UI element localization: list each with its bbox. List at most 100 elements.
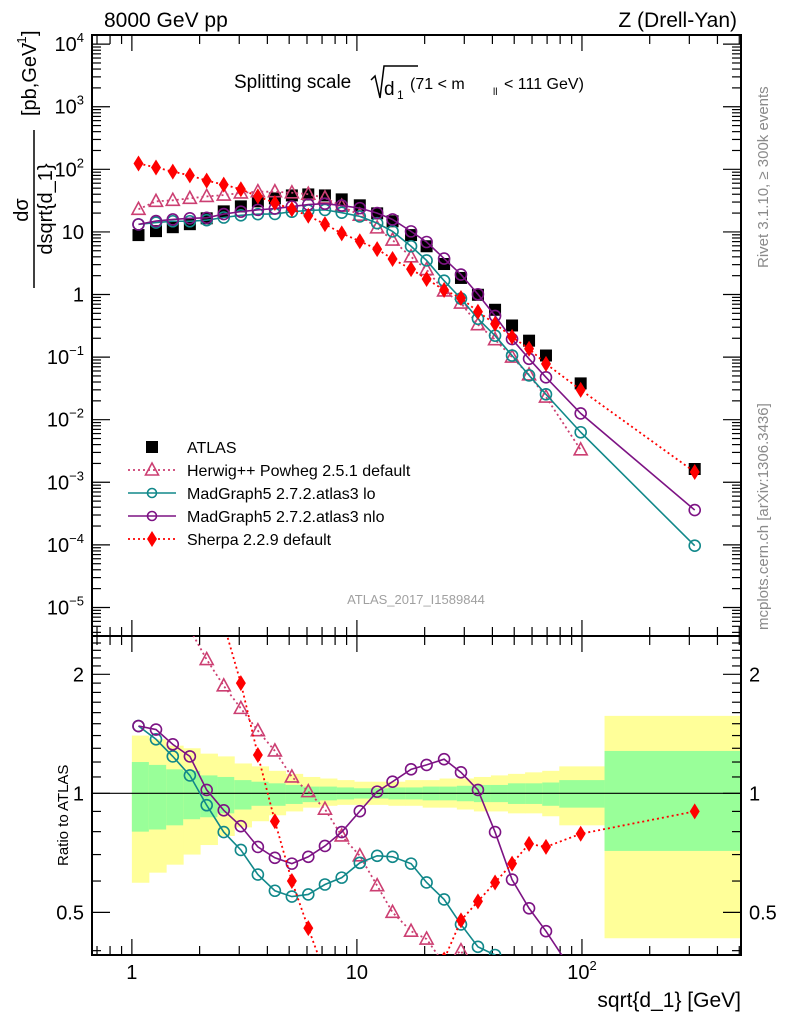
ratio-y-axis-label: Ratio to ATLAS: [55, 765, 72, 866]
ratio-y-tick-label-right: 0.5: [749, 902, 777, 924]
legend-label: Herwig++ Powheg 2.5.1 default: [187, 463, 411, 480]
marker-mg_nlo: [420, 235, 433, 249]
marker-mg_lo: [370, 216, 384, 230]
marker-mg_nlo: [335, 199, 349, 212]
x-tick-label: 10: [346, 962, 368, 984]
ratio-marker-sherpa: [202, 547, 212, 563]
ratio-marker-herwig: [300, 782, 317, 798]
plot-frames: [91, 34, 742, 956]
marker-herwig: [521, 366, 537, 381]
marker-sherpa: [252, 188, 263, 205]
x-tick-label: 102: [567, 958, 596, 984]
y-tick-label: 10−2: [47, 406, 84, 432]
band-stat-bin: [604, 750, 741, 851]
marker-mg_lo: [420, 254, 433, 267]
ratio-marker-mg_lo: [335, 871, 349, 884]
ratio-marker-mg_nlo: [149, 723, 163, 736]
marker-mg_nlo: [471, 287, 485, 301]
ratio-marker-mg_lo: [353, 856, 367, 870]
ratio-marker-sherpa: [235, 675, 246, 692]
ratio-marker-herwig: [198, 650, 215, 666]
ratio-marker-herwig: [369, 876, 385, 892]
marker-atlas: [285, 189, 298, 202]
ratio-marker-mg_lo: [301, 888, 315, 901]
ratio-marker-mg_nlo: [437, 752, 451, 766]
band-stat-bin: [183, 770, 201, 820]
ratio-line-mg_nlo: [138, 725, 563, 955]
marker-sherpa: [354, 233, 365, 250]
ratio-marker-herwig: [166, 616, 179, 628]
marker-mg_nlo: [149, 214, 163, 228]
ratio-marker-mg_nlo: [318, 839, 332, 853]
ratio-marker-mg_lo: [217, 825, 231, 839]
ratio-marker-mg_lo: [234, 843, 248, 857]
ratio-marker-sherpa: [337, 998, 347, 1014]
main-panel-series: [130, 155, 702, 553]
ratio-marker-mg_nlo: [132, 719, 145, 733]
ratio-marker-herwig: [183, 622, 196, 634]
ratio-marker-herwig: [418, 930, 435, 945]
ratio-marker-mg_nlo: [335, 825, 349, 839]
marker-mg_lo: [539, 388, 553, 401]
marker-sherpa: [286, 201, 297, 218]
legend-item: MadGraph5 2.7.2.atlas3 nlo: [128, 509, 385, 526]
ratio-y-tick-label-right: 1: [749, 783, 760, 805]
marker-sherpa: [689, 463, 700, 480]
ratio-marker-mg_nlo: [488, 825, 502, 839]
ratio-marker-mg_nlo: [217, 803, 231, 817]
ratio-y-tick-label-left: 2: [73, 664, 84, 686]
marker-atlas: [454, 271, 467, 284]
band-stat-bin: [166, 769, 184, 826]
title-range-sub: ll: [493, 87, 497, 98]
ratio-marker-mg_nlo: [420, 758, 433, 772]
ratio-marker-mg_lo: [318, 878, 332, 891]
ratio-marker-sherpa: [689, 803, 700, 820]
ratio-marker-mg_lo: [524, 1006, 535, 1017]
ratio-marker-herwig: [233, 699, 249, 715]
legend-label: MadGraph5 2.7.2.atlas3 lo: [187, 486, 376, 503]
ratio-marker-sherpa: [524, 835, 535, 852]
marker-sherpa: [235, 181, 246, 198]
ratio-marker-herwig: [403, 922, 419, 937]
legend-marker-mg_lo: [146, 487, 158, 499]
title-var: d: [384, 79, 395, 100]
marker-sherpa: [421, 270, 432, 287]
marker-sherpa: [540, 355, 551, 372]
rivet-info: Rivet 3.1.10, ≥ 300k events: [755, 86, 772, 268]
marker-sherpa: [524, 340, 535, 357]
ratio-marker-mg_nlo: [200, 783, 213, 797]
legend-item: Sherpa 2.2.9 default: [128, 531, 332, 549]
ratio-marker-mg_nlo: [166, 738, 180, 751]
ratio-marker-mg_lo: [471, 940, 485, 954]
ratio-marker-sherpa: [252, 747, 263, 764]
ratio-marker-herwig: [317, 800, 333, 815]
marker-sherpa: [387, 250, 398, 267]
marker-sherpa: [269, 194, 280, 211]
marker-mg_nlo: [318, 197, 332, 211]
ratio-marker-mg_nlo: [183, 750, 197, 763]
ratio-marker-sherpa: [151, 383, 161, 399]
legend-label: Sherpa 2.2.9 default: [187, 532, 332, 549]
ratio-marker-herwig: [384, 903, 401, 919]
band-stat-bin: [542, 782, 560, 806]
marker-herwig: [198, 187, 215, 203]
marker-mg_lo: [386, 225, 399, 238]
ratio-marker-herwig: [489, 977, 502, 989]
y-tick-label: 10−3: [47, 468, 84, 494]
marker-mg_nlo: [454, 268, 468, 281]
ratio-marker-mg_nlo: [234, 819, 248, 833]
marker-herwig: [182, 189, 198, 205]
ratio-marker-sherpa: [303, 920, 314, 937]
ratio-marker-mg_lo: [200, 798, 213, 812]
marker-mg_nlo: [404, 225, 418, 238]
legend-marker-mg_nlo: [146, 510, 158, 522]
title-main: Splitting scale: [234, 72, 351, 93]
marker-sherpa: [303, 207, 314, 224]
ylabel-units-close: ]: [19, 30, 41, 36]
ratio-marker-sherpa: [422, 992, 432, 1008]
y-tick-label: 10−1: [47, 343, 84, 369]
marker-atlas: [420, 240, 433, 253]
ratio-marker-mg_nlo: [522, 901, 536, 915]
marker-mg_lo: [251, 207, 265, 221]
